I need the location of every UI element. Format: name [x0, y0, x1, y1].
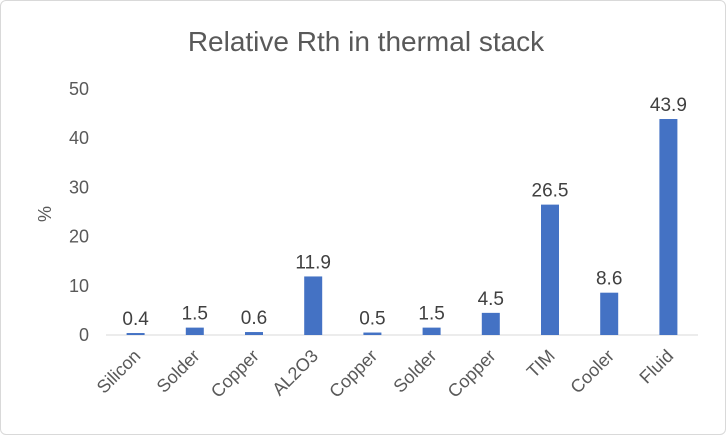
data-label: 4.5 [478, 289, 504, 310]
bar [422, 327, 441, 335]
y-tick-label: 10 [69, 276, 89, 296]
x-tick-label: Solder [389, 346, 440, 397]
y-axis-ticks: 0 10 20 30 40 50 [69, 79, 89, 345]
y-tick-label: 0 [79, 325, 89, 345]
data-label: 1.5 [418, 304, 444, 325]
data-label: 0.4 [122, 309, 149, 330]
bar [541, 204, 559, 335]
data-label: 1.5 [182, 304, 208, 325]
data-label: 0.6 [241, 308, 267, 329]
value-labels-group: 0.4 1.5 0.6 11.9 0.5 1.5 4.5 26.5 8.6 43.9 [122, 95, 687, 330]
bars-group [126, 119, 678, 336]
data-label: 43.9 [650, 95, 687, 116]
x-tick-label: Copper [325, 346, 381, 402]
y-tick-label: 30 [69, 177, 89, 197]
data-label: 11.9 [295, 252, 331, 273]
category-labels-group: Silicon Solder Copper AL2O3 Copper Solder Copp… [93, 346, 677, 402]
bar [185, 327, 204, 335]
y-axis-label: % [35, 206, 55, 222]
x-tick-label: Copper [207, 346, 263, 402]
x-tick-label: Fluid [635, 346, 677, 388]
data-label: 8.6 [596, 269, 622, 290]
data-label: 26.5 [532, 181, 569, 202]
bar [126, 333, 145, 335]
y-tick-label: 20 [69, 227, 89, 247]
x-tick-label: Copper [444, 346, 500, 402]
bar [304, 276, 323, 335]
x-tick-label: Solder [153, 346, 204, 397]
bar [363, 332, 382, 335]
x-tick-label: Cooler [566, 346, 618, 398]
x-tick-label: AL2O3 [268, 346, 322, 400]
x-tick-label: Silicon [93, 346, 145, 398]
x-tick-label: TIM [523, 346, 559, 382]
bar [245, 332, 263, 335]
data-label: 0.5 [359, 309, 385, 330]
bar [481, 312, 500, 335]
chart-title: Relative Rth in thermal stack [188, 26, 545, 57]
y-tick-label: 50 [69, 79, 89, 99]
bar [659, 119, 678, 336]
bar [600, 292, 619, 335]
y-tick-label: 40 [69, 128, 89, 148]
